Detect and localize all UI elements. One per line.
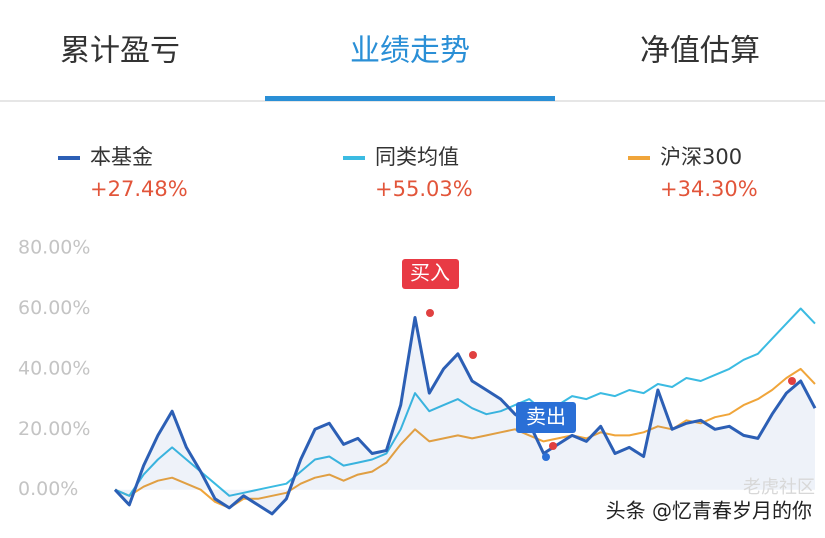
markers: [426, 309, 796, 461]
buy-label: 买入: [410, 261, 450, 285]
y-tick-label: 60.00%: [18, 297, 90, 319]
tab-underline: [265, 96, 555, 101]
legend-item: 沪深300 +34.30%: [628, 145, 758, 201]
legend-item: 同类均值 +55.03%: [343, 145, 473, 201]
legend-name: 本基金: [90, 145, 153, 169]
legend-name: 同类均值: [375, 145, 459, 169]
legend-change: +34.30%: [660, 177, 758, 201]
tab[interactable]: 累计盈亏: [60, 34, 180, 69]
legend-item: 本基金 +27.48%: [58, 145, 188, 201]
marker: [469, 351, 477, 359]
buy-badge: [402, 259, 459, 289]
y-tick-label: 40.00%: [18, 357, 90, 379]
series-line: [113, 316, 817, 516]
marker: [549, 442, 557, 450]
marker: [542, 453, 550, 461]
marker: [788, 377, 796, 385]
y-tick-label: 80.00%: [18, 237, 90, 259]
marker: [426, 309, 434, 317]
plot: 0.00% 20.00% 40.00% 60.00% 80.00%: [18, 237, 817, 516]
legend-change: +55.03%: [375, 177, 473, 201]
sell-badge: [516, 402, 576, 433]
y-tick-label: 0.00%: [18, 478, 78, 500]
series-area: [115, 317, 815, 514]
legend-change: +27.48%: [90, 177, 188, 201]
legend-name: 沪深300: [660, 145, 742, 169]
tab[interactable]: 净值估算: [640, 34, 760, 69]
tab-active[interactable]: 业绩走势: [350, 34, 470, 69]
y-tick-label: 20.00%: [18, 418, 90, 440]
series-line: [114, 307, 816, 497]
watermark-site: 老虎社区: [743, 477, 815, 498]
sell-label: 卖出: [526, 405, 566, 429]
watermark-author: 头条 @忆青春岁月的你: [606, 499, 812, 523]
